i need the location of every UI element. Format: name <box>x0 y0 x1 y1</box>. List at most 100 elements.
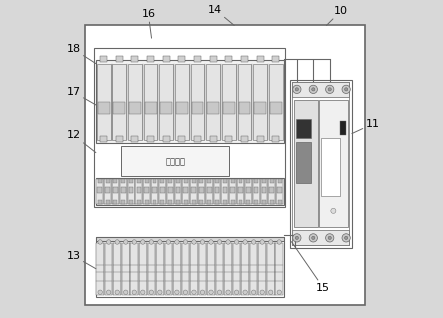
Bar <box>319 100 347 227</box>
Bar <box>129 187 133 193</box>
Bar <box>199 243 206 295</box>
Bar <box>176 179 180 183</box>
Bar <box>229 179 236 204</box>
Bar <box>159 64 173 140</box>
Bar <box>184 200 188 204</box>
Bar <box>238 187 243 193</box>
Bar <box>215 179 219 183</box>
Bar <box>116 56 123 62</box>
Bar <box>199 187 204 193</box>
Bar <box>85 25 365 305</box>
Circle shape <box>243 240 247 244</box>
Circle shape <box>209 290 213 294</box>
Circle shape <box>226 290 230 294</box>
Text: 监控模块: 监控模块 <box>165 157 185 166</box>
Bar <box>183 179 189 204</box>
Bar <box>241 56 248 62</box>
Bar <box>128 179 135 204</box>
Bar <box>137 200 141 204</box>
Circle shape <box>192 290 196 294</box>
Bar <box>272 56 279 62</box>
Bar <box>192 102 203 114</box>
Bar <box>215 200 219 204</box>
Bar <box>254 200 258 204</box>
Circle shape <box>132 240 136 244</box>
Bar <box>210 136 217 142</box>
Bar <box>159 179 166 204</box>
Circle shape <box>326 85 334 93</box>
Bar <box>143 179 150 204</box>
Bar <box>250 243 257 295</box>
Bar <box>258 243 266 295</box>
Bar <box>121 179 125 183</box>
Text: 16: 16 <box>141 9 155 38</box>
Circle shape <box>218 240 222 244</box>
Bar <box>231 179 235 183</box>
Bar <box>269 64 283 140</box>
Bar <box>292 82 350 97</box>
Bar <box>222 64 236 140</box>
Bar <box>97 187 102 193</box>
Bar <box>292 230 350 245</box>
Circle shape <box>328 236 331 239</box>
Bar <box>176 200 180 204</box>
Bar <box>206 179 213 204</box>
Circle shape <box>166 290 171 294</box>
Bar <box>290 80 352 248</box>
Circle shape <box>309 85 318 93</box>
Circle shape <box>175 240 179 244</box>
Circle shape <box>98 240 102 244</box>
Bar <box>270 179 274 183</box>
Bar <box>260 179 268 204</box>
Bar <box>100 136 107 142</box>
Bar <box>129 102 141 114</box>
Bar <box>96 237 284 297</box>
Bar <box>173 243 181 295</box>
Bar <box>97 64 111 140</box>
Bar <box>278 179 282 183</box>
Bar <box>147 136 154 142</box>
Bar <box>262 187 266 193</box>
Bar <box>230 187 235 193</box>
Bar <box>277 187 282 193</box>
Circle shape <box>218 290 222 294</box>
Bar <box>191 187 196 193</box>
Text: 12: 12 <box>66 130 96 153</box>
Bar <box>239 179 242 183</box>
Text: 18: 18 <box>66 44 96 64</box>
Bar <box>132 136 139 142</box>
Bar <box>183 187 188 193</box>
Bar <box>176 102 188 114</box>
Circle shape <box>293 234 301 242</box>
Circle shape <box>342 85 350 93</box>
Bar <box>222 179 228 204</box>
Circle shape <box>115 240 120 244</box>
Bar <box>295 119 311 138</box>
Bar <box>113 64 126 140</box>
Bar <box>207 102 219 114</box>
Bar <box>246 179 250 183</box>
Bar <box>254 187 259 193</box>
Bar <box>278 200 282 204</box>
Circle shape <box>295 236 299 239</box>
Bar <box>152 187 157 193</box>
Bar <box>207 187 212 193</box>
Text: 11: 11 <box>352 119 380 134</box>
Bar <box>216 243 223 295</box>
Circle shape <box>200 240 205 244</box>
Bar <box>192 179 195 183</box>
Bar <box>152 200 156 204</box>
Bar <box>256 136 264 142</box>
Bar <box>262 179 266 183</box>
Bar <box>147 56 154 62</box>
Bar <box>241 136 248 142</box>
Bar <box>175 64 189 140</box>
Bar <box>113 243 121 295</box>
Circle shape <box>106 240 111 244</box>
Circle shape <box>342 234 350 242</box>
Bar <box>144 64 157 140</box>
Bar <box>198 179 205 204</box>
Bar <box>175 179 181 204</box>
Bar <box>112 179 119 204</box>
Bar <box>207 179 211 183</box>
